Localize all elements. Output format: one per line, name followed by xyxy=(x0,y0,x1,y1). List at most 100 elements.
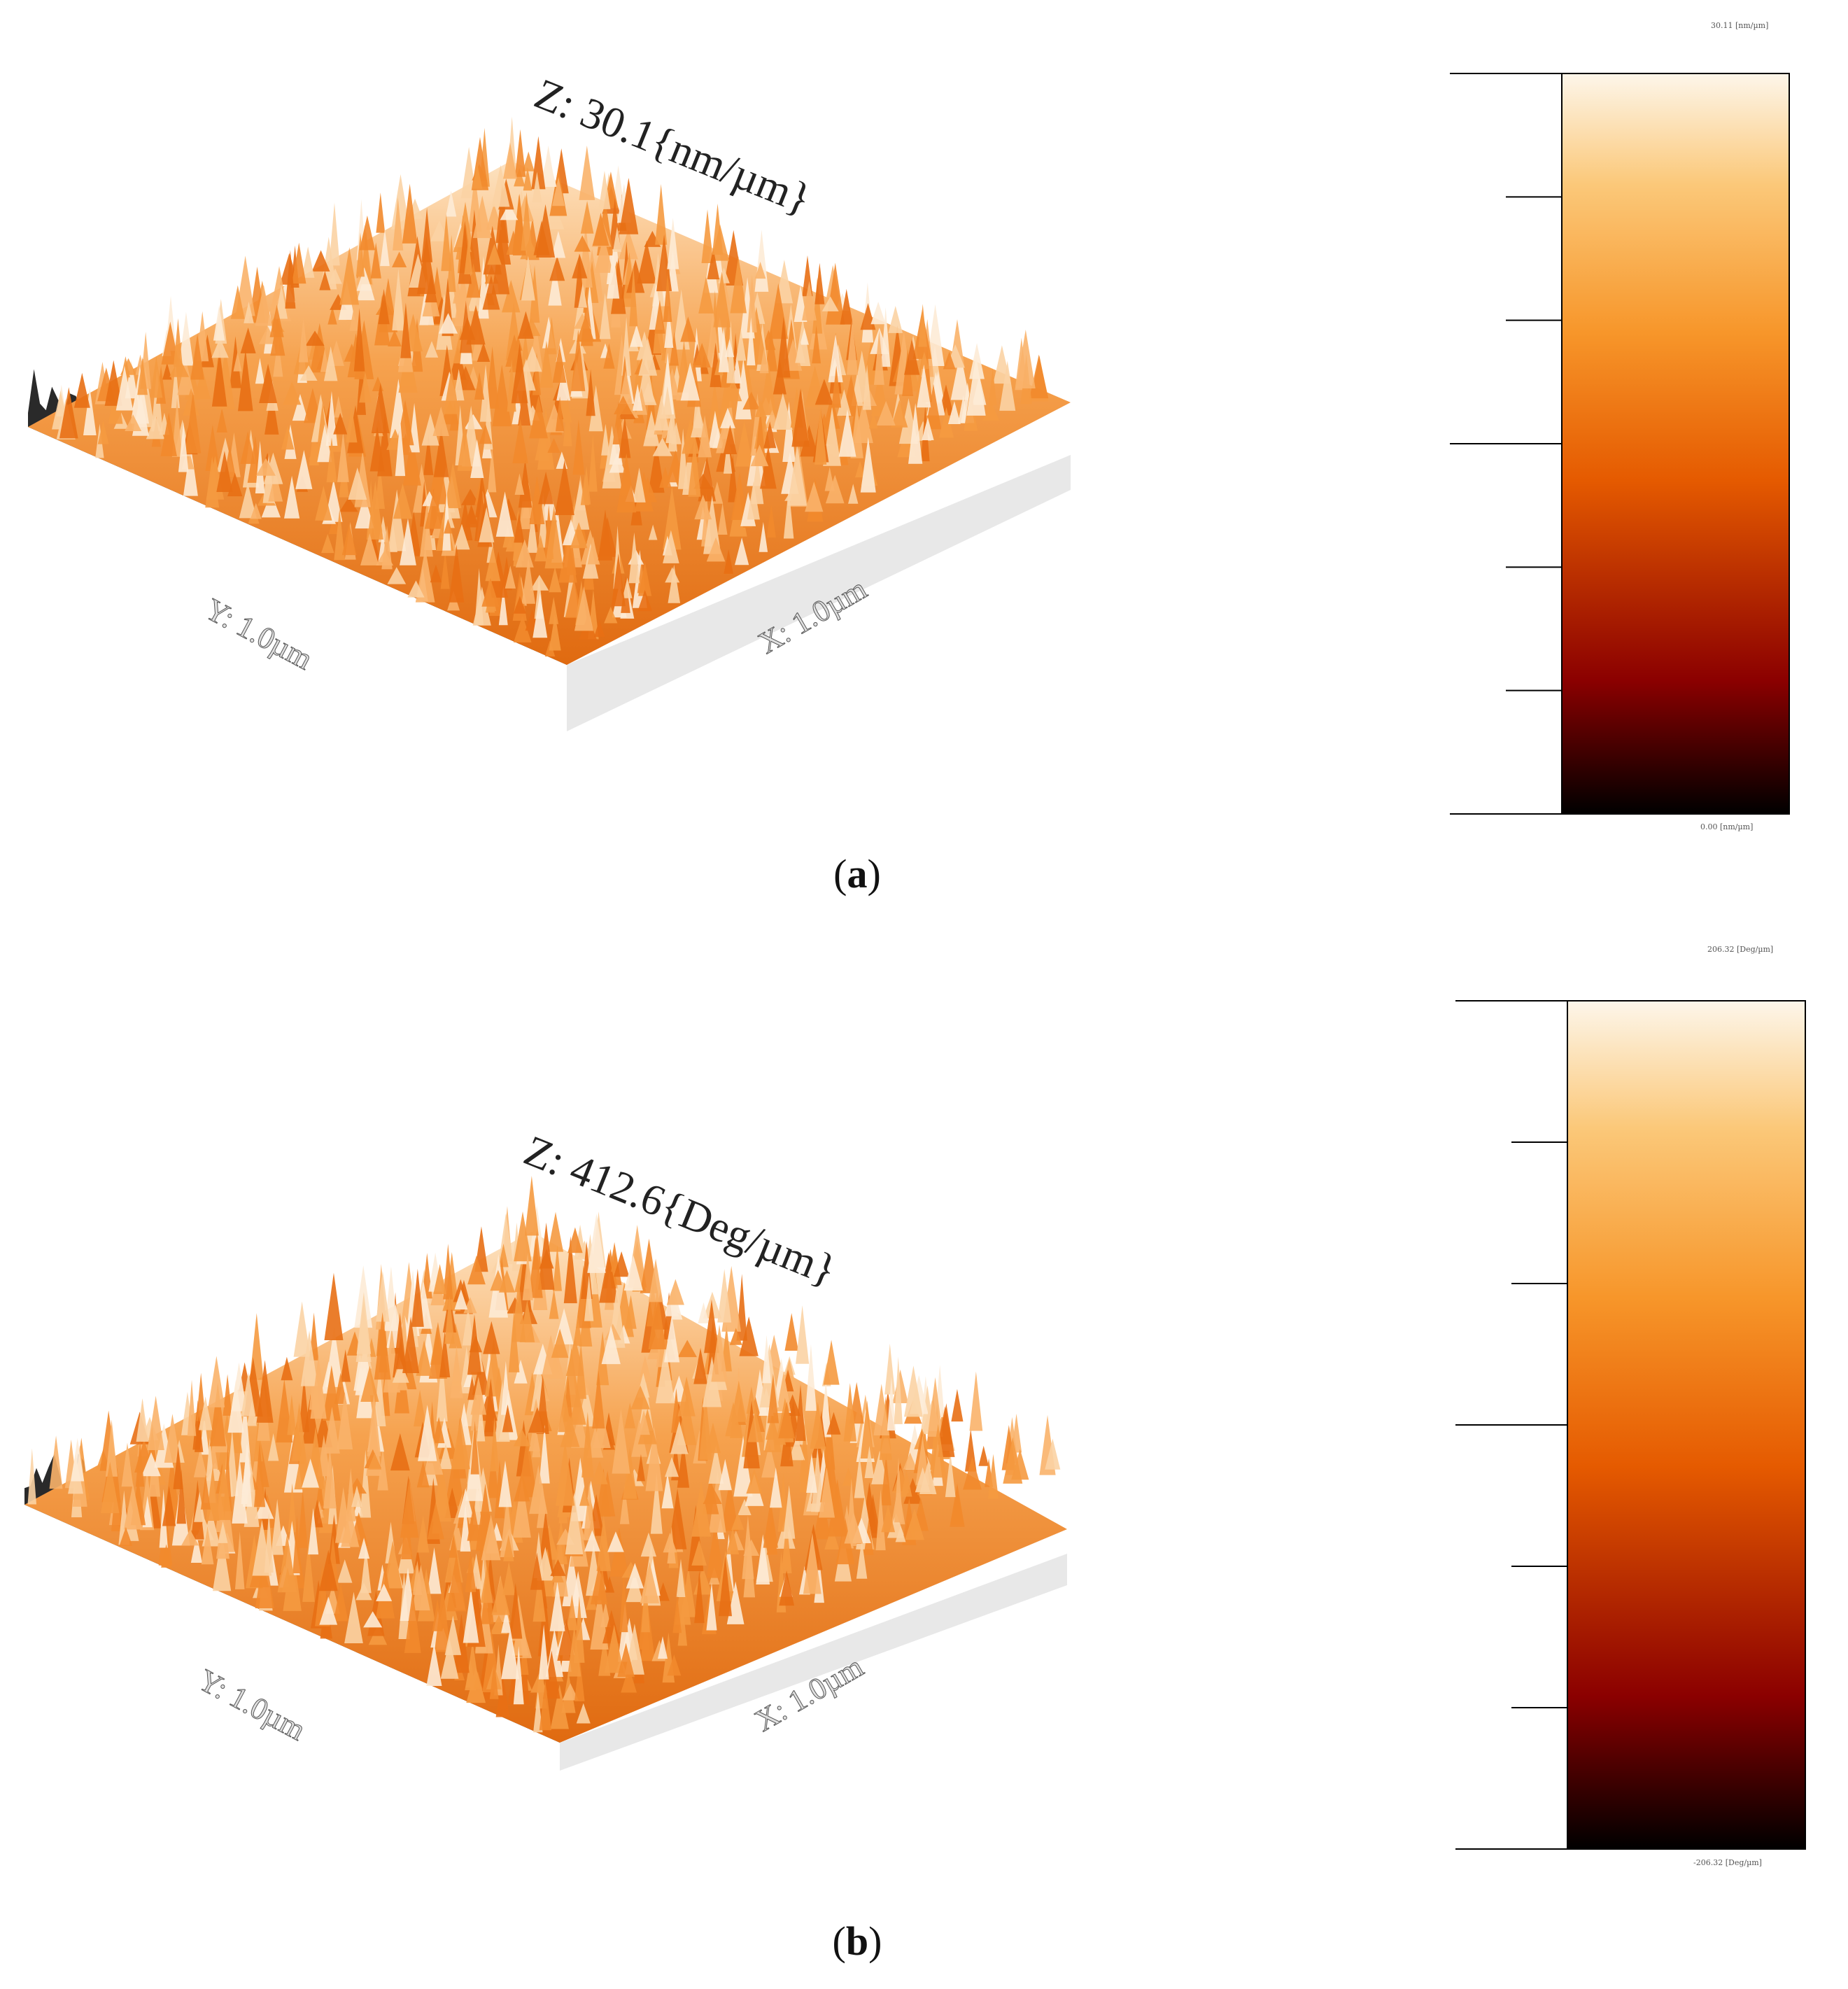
surface-peak xyxy=(572,419,585,475)
surface-peak xyxy=(120,356,130,378)
surface-peak xyxy=(919,1461,937,1495)
surface-peak xyxy=(295,450,313,489)
caption-a: (a) xyxy=(833,851,881,897)
surface-peak xyxy=(982,400,999,421)
y-axis-label: Y: 1.0µm xyxy=(199,592,318,677)
surface-peak xyxy=(244,301,254,323)
surface-peak xyxy=(547,437,560,454)
surface-peak xyxy=(795,340,805,363)
surface-peak xyxy=(583,1482,595,1540)
surface-peak xyxy=(964,1428,977,1472)
surface-peak xyxy=(311,250,330,272)
surface-peak xyxy=(904,339,920,375)
surface-peak xyxy=(721,386,736,408)
surface-peak xyxy=(860,1400,874,1459)
surface-peak xyxy=(609,1528,629,1577)
surface-peak xyxy=(515,539,534,568)
surface-peak xyxy=(663,530,679,563)
surface-peak xyxy=(549,596,559,624)
surface-peak xyxy=(411,1268,424,1327)
surface-peak xyxy=(453,272,472,327)
afm-plot-a: Z: 30.1{nm/µm} Y: 1.0µm X: 1.0µm xyxy=(28,70,1790,815)
surface-peak xyxy=(563,398,572,447)
surface-peak xyxy=(495,1674,510,1717)
surface-peak xyxy=(123,1483,143,1530)
surface-peak xyxy=(759,346,769,374)
surface-peak xyxy=(194,1491,206,1522)
surface-peak xyxy=(469,1335,482,1353)
surface-peak xyxy=(628,532,640,584)
surface-peak xyxy=(750,318,768,365)
surface-peak xyxy=(368,1453,382,1470)
surface-peak xyxy=(551,230,566,258)
surface-peak xyxy=(514,129,526,177)
surface-peak xyxy=(601,423,610,456)
surface-peak xyxy=(150,356,163,398)
surface-peak xyxy=(424,488,444,529)
surface-peak xyxy=(27,1448,37,1505)
surface-peak xyxy=(694,1570,705,1624)
surface-peak xyxy=(514,1472,530,1502)
surface-peak xyxy=(904,1365,923,1417)
surface-peak xyxy=(1015,330,1036,389)
surface-peak xyxy=(894,1356,903,1424)
surface-peak xyxy=(656,1582,670,1601)
surface-peak xyxy=(682,417,700,454)
surface-peak xyxy=(631,1419,648,1457)
surface-peak xyxy=(766,1518,778,1555)
surface-peak xyxy=(416,1514,430,1553)
surface-peak xyxy=(636,1454,645,1482)
surface-peak xyxy=(705,1422,721,1454)
surface-peak xyxy=(1045,1438,1061,1470)
surface-peak xyxy=(423,434,434,475)
surface-peak xyxy=(432,1598,443,1631)
surface-peak xyxy=(802,281,817,321)
surface-peak xyxy=(255,458,276,476)
surface-peak xyxy=(864,1446,875,1478)
surface-peak xyxy=(252,1519,272,1576)
surface-peak xyxy=(629,265,638,327)
surface-peak xyxy=(903,1477,922,1504)
surface-peak xyxy=(411,1564,430,1611)
surface-peak xyxy=(355,493,374,529)
surface-peak xyxy=(383,1540,402,1589)
surface-peak xyxy=(534,535,547,562)
surface-peak xyxy=(611,553,626,607)
surface-peak xyxy=(351,1485,362,1507)
surface-peak xyxy=(680,362,700,401)
surface-peak xyxy=(929,1424,947,1478)
surface-peak xyxy=(655,183,668,245)
surface-peak xyxy=(609,425,623,465)
surface-peak xyxy=(538,1624,549,1680)
surface-peak xyxy=(359,372,372,403)
surface-peak xyxy=(640,1532,657,1557)
surface-peak xyxy=(502,1561,516,1596)
surface-peak xyxy=(538,471,553,505)
surface-peak xyxy=(395,1337,406,1370)
surface-peak xyxy=(376,192,386,233)
surface-peak xyxy=(552,176,565,206)
surface-peak xyxy=(554,460,574,515)
surface-peak xyxy=(605,1576,615,1593)
surface-peak xyxy=(619,229,638,260)
surface-peak xyxy=(284,475,300,519)
surface-peak xyxy=(667,218,679,269)
surface-peak xyxy=(667,1526,676,1563)
surface-peak xyxy=(823,407,841,466)
colorbar-max-label: 30.11 [nm/µm] xyxy=(1711,21,1769,30)
surface-peak xyxy=(876,400,896,426)
surface-peak xyxy=(71,1438,85,1482)
surface-peak xyxy=(506,230,521,255)
surface-peak xyxy=(706,1519,724,1578)
surface-peak xyxy=(688,438,701,497)
surface-peak xyxy=(531,136,546,190)
surface-peak xyxy=(574,1596,585,1663)
surface-peak xyxy=(760,446,777,489)
surface-peak xyxy=(390,1433,410,1471)
surface-peak xyxy=(546,317,557,355)
side-face-right xyxy=(567,455,1071,731)
surface-peak xyxy=(339,247,360,305)
surface-peak xyxy=(947,401,961,425)
surface-peak xyxy=(498,586,508,626)
surface-peak xyxy=(987,1454,999,1499)
